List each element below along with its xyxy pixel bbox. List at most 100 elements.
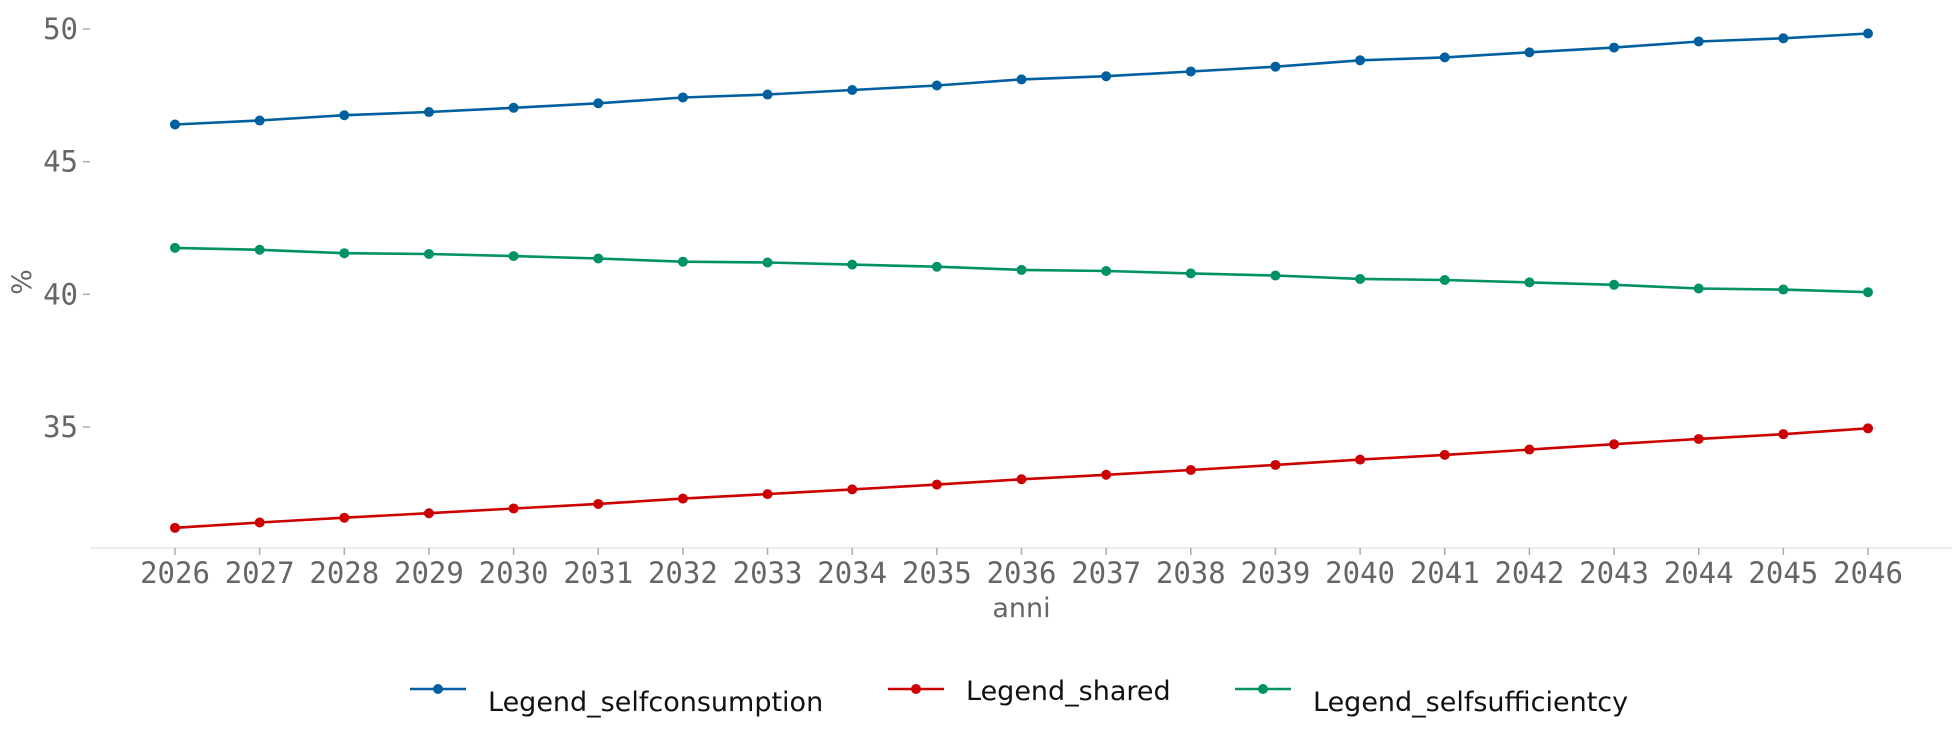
data-point [508, 102, 519, 113]
data-point [1693, 283, 1704, 294]
data-point [1270, 61, 1281, 72]
data-point [1609, 42, 1620, 53]
series-layer [170, 28, 1873, 533]
y-tick-label: 45 [43, 145, 78, 179]
legend-swatch-marker [433, 684, 443, 694]
data-point [423, 107, 434, 118]
x-tick-label: 2046 [1833, 556, 1903, 590]
data-point [762, 89, 773, 100]
data-point [254, 517, 265, 528]
data-point [1355, 454, 1366, 465]
y-tick-label: 40 [43, 277, 78, 311]
x-tick-label: 2030 [479, 556, 549, 590]
data-point [1270, 270, 1281, 281]
data-point [847, 259, 858, 270]
x-axis: 2026 2027 2028 2029 2030 2031 2032 2033 2034 2035… [90, 547, 1952, 590]
data-point [1778, 429, 1789, 440]
legend-label: Legend_shared [966, 676, 1171, 707]
data-point [1524, 47, 1535, 58]
series-Legend_shared [170, 423, 1873, 533]
x-tick-label: 2042 [1494, 556, 1564, 590]
legend-item: Legend_selfsufficientcy [1235, 684, 1628, 718]
data-point [1355, 55, 1366, 66]
legend-item: Legend_selfconsumption [410, 684, 823, 718]
x-tick-label: 2036 [987, 556, 1057, 590]
data-point [1101, 265, 1112, 276]
data-point [1524, 277, 1535, 288]
legend-label: Legend_selfsufficientcy [1313, 687, 1628, 718]
data-point [1101, 469, 1112, 480]
data-point [1016, 264, 1027, 275]
series-Legend_selfsufficientcy [170, 242, 1873, 298]
data-point [1778, 33, 1789, 44]
legend-item: Legend_shared [888, 676, 1171, 707]
data-point [593, 253, 604, 264]
data-point [1863, 28, 1873, 39]
data-point [762, 257, 773, 268]
x-axis-label: anni [992, 593, 1050, 624]
legend: Legend_selfconsumption Legend_shared Legen… [410, 676, 1628, 718]
x-tick-label: 2027 [225, 556, 295, 590]
data-point [1693, 433, 1704, 444]
y-axis: 35 40 45 50 [43, 12, 90, 444]
data-point [1439, 52, 1450, 63]
data-point [847, 484, 858, 495]
x-tick-label: 2029 [394, 556, 464, 590]
data-point [508, 251, 519, 262]
x-tick-label: 2028 [309, 556, 379, 590]
data-point [254, 244, 265, 255]
data-point [931, 479, 942, 490]
data-point [847, 85, 858, 96]
data-point [508, 503, 519, 514]
data-point [1355, 273, 1366, 284]
data-point [1016, 74, 1027, 85]
data-point [931, 80, 942, 91]
series-Legend_selfconsumption [170, 28, 1873, 130]
legend-swatch-marker [1258, 684, 1268, 694]
data-point [339, 248, 350, 259]
x-tick-label: 2044 [1664, 556, 1734, 590]
x-tick-label: 2034 [817, 556, 887, 590]
data-point [170, 522, 180, 533]
x-tick-label: 2032 [648, 556, 718, 590]
data-point [170, 119, 180, 130]
x-tick-label: 2031 [563, 556, 633, 590]
y-tick-label: 35 [43, 410, 78, 444]
data-point [677, 92, 688, 103]
data-point [931, 261, 942, 272]
x-tick-label: 2035 [902, 556, 972, 590]
data-point [1439, 275, 1450, 286]
y-axis-label: % [7, 269, 38, 295]
data-point [1609, 439, 1620, 450]
data-point [593, 498, 604, 509]
data-point [339, 110, 350, 121]
data-point [1016, 474, 1027, 485]
data-point [170, 242, 180, 253]
data-point [1439, 449, 1450, 460]
data-point [1609, 279, 1620, 290]
data-point [423, 508, 434, 519]
x-tick-label: 2026 [140, 556, 210, 590]
legend-label: Legend_selfconsumption [488, 687, 823, 718]
data-point [1185, 268, 1196, 279]
data-point [677, 256, 688, 267]
data-point [339, 512, 350, 523]
data-point [1524, 444, 1535, 455]
data-point [677, 493, 688, 504]
x-tick-label: 2045 [1748, 556, 1818, 590]
data-point [1185, 66, 1196, 77]
data-point [254, 115, 265, 126]
y-tick-label: 50 [43, 12, 78, 46]
legend-swatch-marker [911, 684, 921, 694]
x-tick-label: 2037 [1071, 556, 1141, 590]
x-tick-label: 2040 [1325, 556, 1395, 590]
data-point [1185, 464, 1196, 475]
data-point [1863, 423, 1873, 434]
x-tick-label: 2043 [1579, 556, 1649, 590]
data-point [423, 249, 434, 260]
x-tick-label: 2041 [1410, 556, 1480, 590]
x-tick-label: 2038 [1156, 556, 1226, 590]
data-point [1693, 36, 1704, 47]
data-point [593, 98, 604, 109]
